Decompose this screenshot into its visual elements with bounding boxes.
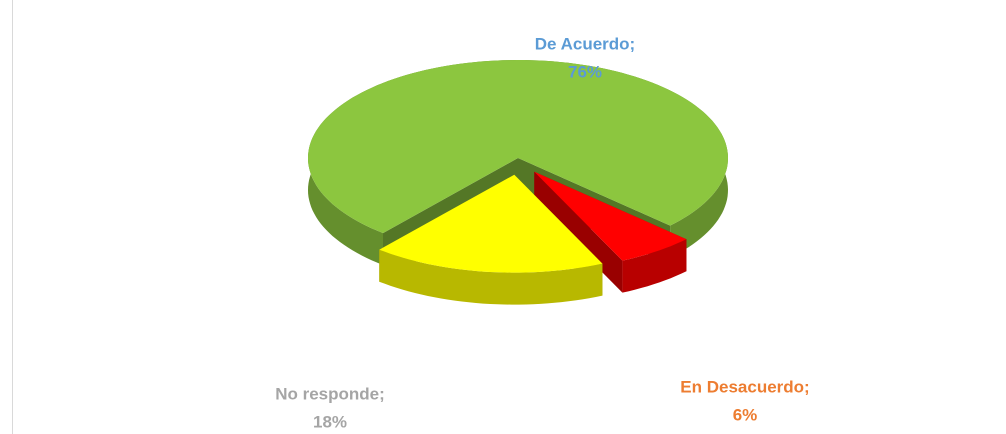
slice — [534, 171, 687, 261]
slice-label: De Acuerdo; — [535, 34, 635, 53]
slice-side — [379, 249, 603, 305]
slice-value-label: 76% — [568, 62, 602, 81]
slice-value-label: 18% — [313, 412, 347, 431]
slice — [379, 174, 603, 273]
slice-side — [622, 239, 687, 293]
slice-label: No responde; — [275, 384, 385, 403]
slice-label: En Desacuerdo; — [680, 377, 809, 396]
slice — [308, 60, 728, 234]
slice-value-label: 6% — [733, 405, 758, 424]
